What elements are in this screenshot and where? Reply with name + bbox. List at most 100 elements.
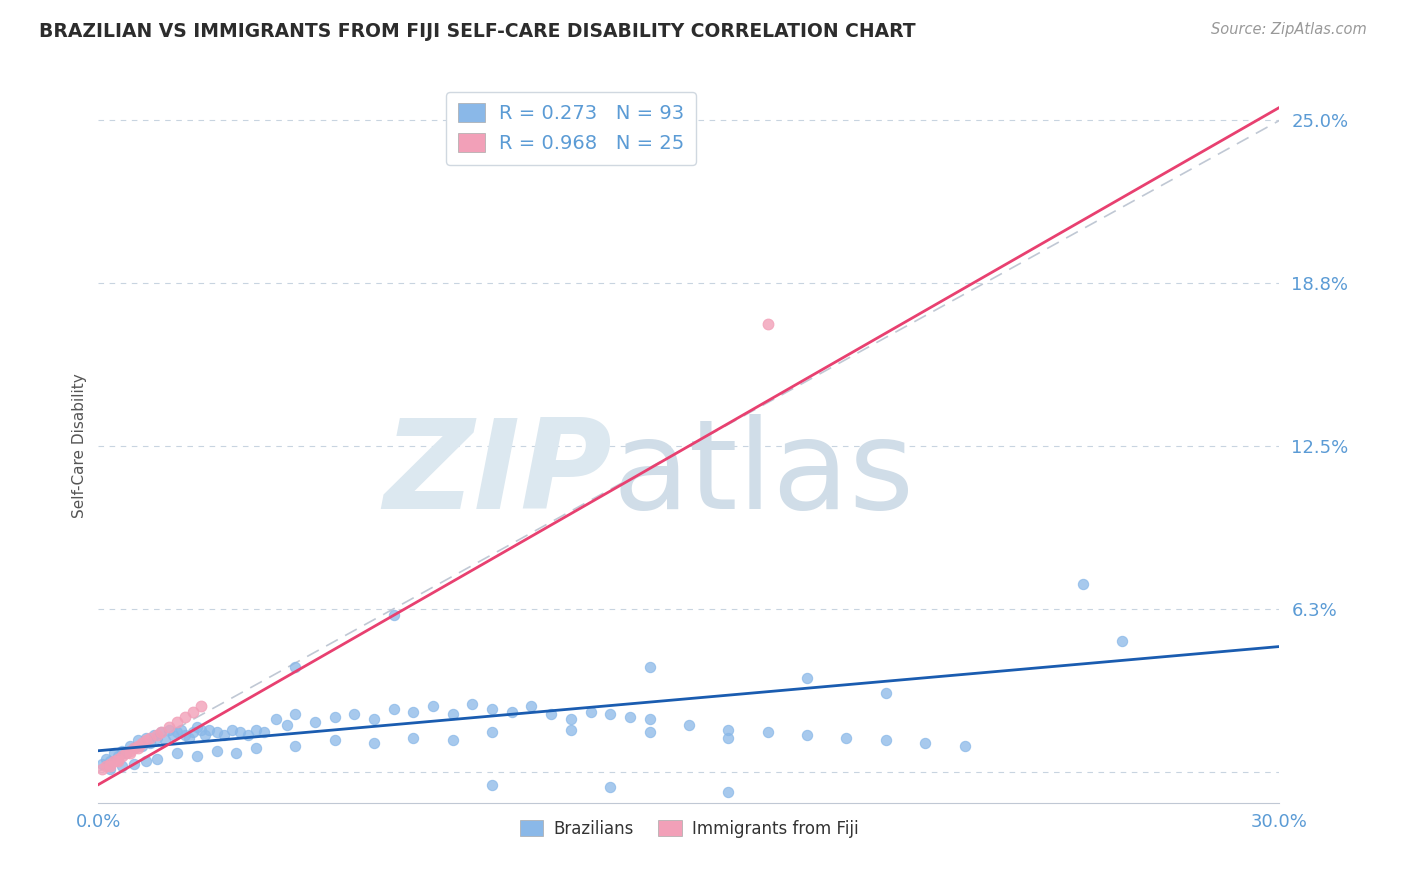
Point (155, 733, 177, 747)
Point (135, 731, 157, 745)
Point (181, 705, 204, 719)
Point (186, 720, 208, 734)
Point (181, 725, 204, 739)
Point (276, 717, 298, 731)
Point (98, 754, 121, 768)
Point (190, 699, 212, 714)
Point (441, 707, 464, 722)
Point (91, 756, 114, 771)
Text: BRAZILIAN VS IMMIGRANTS FROM FIJI SELF-CARE DISABILITY CORRELATION CHART: BRAZILIAN VS IMMIGRANTS FROM FIJI SELF-C… (39, 22, 915, 41)
Point (150, 725, 173, 739)
Text: ZIP: ZIP (384, 414, 612, 535)
Point (127, 733, 149, 747)
Point (323, 733, 346, 747)
Point (103, 747, 125, 761)
Point (205, 744, 228, 758)
Point (638, 725, 661, 739)
Point (717, 785, 740, 799)
Point (122, 756, 145, 771)
Point (98, 762, 121, 776)
Point (245, 723, 267, 737)
Point (98, 759, 121, 773)
Point (875, 686, 897, 700)
Point (678, 717, 700, 731)
Point (122, 741, 145, 756)
Point (115, 747, 138, 761)
Point (579, 705, 602, 719)
Point (150, 725, 173, 739)
Point (107, 751, 129, 765)
Point (638, 660, 661, 674)
Point (229, 725, 252, 739)
Point (284, 739, 307, 753)
Point (402, 731, 425, 745)
Point (402, 705, 425, 719)
Point (914, 736, 936, 750)
Point (236, 728, 259, 742)
Point (796, 671, 818, 685)
Point (127, 741, 149, 756)
Point (481, 702, 503, 716)
Point (122, 741, 145, 756)
Point (186, 748, 208, 763)
Point (796, 728, 818, 742)
Point (481, 778, 503, 792)
Point (875, 733, 897, 747)
Point (599, 780, 621, 794)
Point (157, 723, 180, 737)
Legend: Brazilians, Immigrants from Fiji: Brazilians, Immigrants from Fiji (513, 814, 865, 845)
Point (1111, 634, 1133, 648)
Point (190, 723, 212, 737)
Point (343, 707, 366, 722)
Point (441, 733, 464, 747)
Point (756, 317, 779, 331)
Point (146, 731, 169, 745)
Point (127, 739, 149, 753)
Point (138, 731, 160, 745)
Point (135, 754, 157, 768)
Point (96, 759, 118, 773)
Point (205, 725, 228, 739)
Point (118, 744, 141, 758)
Point (953, 739, 976, 753)
Point (304, 714, 326, 729)
Point (157, 720, 180, 734)
Point (540, 707, 562, 722)
Point (174, 710, 197, 724)
Point (363, 713, 385, 727)
Point (717, 723, 740, 737)
Point (382, 608, 405, 623)
Point (91, 762, 114, 776)
Point (253, 725, 276, 739)
Point (560, 723, 582, 737)
Point (162, 728, 184, 742)
Point (481, 725, 503, 739)
Point (146, 728, 169, 742)
Point (638, 713, 661, 727)
Text: atlas: atlas (612, 414, 914, 535)
Point (166, 714, 188, 729)
Point (264, 713, 287, 727)
Point (245, 741, 267, 756)
Point (461, 697, 484, 711)
Point (111, 744, 134, 758)
Point (221, 723, 243, 737)
Point (96, 751, 118, 765)
Point (194, 728, 217, 742)
Point (131, 736, 153, 750)
Y-axis label: Self-Care Disability: Self-Care Disability (72, 374, 87, 518)
Point (717, 731, 740, 745)
Point (103, 754, 125, 768)
Point (177, 731, 200, 745)
Point (174, 728, 197, 742)
Point (363, 736, 385, 750)
Point (107, 754, 129, 768)
Point (118, 739, 141, 753)
Point (142, 728, 165, 742)
Point (166, 725, 188, 739)
Point (560, 713, 582, 727)
Point (382, 702, 405, 716)
Point (214, 728, 236, 742)
Point (131, 739, 153, 753)
Point (520, 699, 543, 714)
